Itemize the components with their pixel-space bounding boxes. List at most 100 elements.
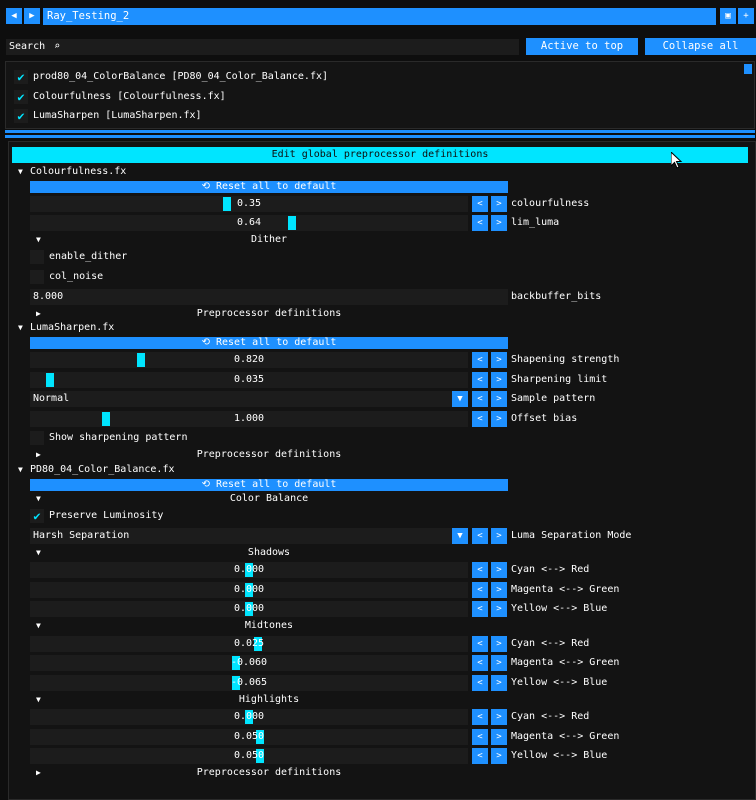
slider-grab[interactable] (245, 710, 253, 724)
slider-midtones-yellow-blue[interactable]: -0.065 (30, 675, 468, 691)
preprocessor-definitions[interactable]: Preprocessor definitions (196, 449, 342, 460)
increment-button[interactable]: > (491, 582, 507, 598)
checkbox-preserve-luminosity[interactable]: ✔ (30, 509, 44, 523)
slider-sharpening-strength[interactable]: 0.820 (30, 352, 468, 368)
save-preset-button[interactable]: ▣ (720, 8, 736, 24)
slider-grab[interactable] (223, 197, 231, 211)
slider-midtones-magenta-green[interactable]: -0.060 (30, 655, 468, 671)
decrement-button[interactable]: < (472, 675, 488, 691)
decrement-button[interactable]: < (472, 196, 488, 212)
expand-arrow-icon[interactable]: ▶ (36, 768, 41, 777)
slider-grab[interactable] (232, 656, 240, 670)
slider-grab[interactable] (256, 730, 264, 744)
expand-arrow-icon[interactable]: ▶ (36, 309, 41, 318)
slider-highlights-cyan-red[interactable]: 0.000 (30, 709, 468, 725)
effect-item[interactable]: ✔ LumaSharpen [LumaSharpen.fx] (14, 107, 202, 124)
decrement-button[interactable]: < (472, 748, 488, 764)
increment-button[interactable]: > (491, 748, 507, 764)
slider-sharpening-limit[interactable]: 0.035 (30, 372, 468, 388)
decrement-button[interactable]: < (472, 352, 488, 368)
increment-button[interactable]: > (491, 729, 507, 745)
decrement-button[interactable]: < (472, 709, 488, 725)
increment-button[interactable]: > (491, 655, 507, 671)
check-icon[interactable]: ✔ (14, 69, 28, 84)
check-icon[interactable]: ✔ (14, 108, 28, 123)
increment-button[interactable]: > (491, 709, 507, 725)
increment-button[interactable]: > (491, 196, 507, 212)
increment-button[interactable]: > (491, 675, 507, 691)
collapse-arrow-icon[interactable]: ▼ (36, 494, 41, 503)
slider-grab[interactable] (137, 353, 145, 367)
group-highlights[interactable]: Highlights (238, 694, 300, 705)
preprocessor-definitions[interactable]: Preprocessor definitions (196, 767, 342, 778)
decrement-button[interactable]: < (472, 528, 488, 544)
slider-grab[interactable] (256, 749, 264, 763)
check-icon[interactable]: ✔ (14, 89, 28, 104)
decrement-button[interactable]: < (472, 215, 488, 231)
section-header-colourfulness[interactable]: ▼ Colourfulness.fx (18, 164, 126, 180)
decrement-button[interactable]: < (472, 562, 488, 578)
collapse-arrow-icon[interactable]: ▼ (36, 235, 41, 244)
search-input[interactable]: Search ⌕ (6, 39, 519, 55)
checkbox-enable-dither[interactable] (30, 250, 44, 264)
prev-preset-button[interactable]: ◀ (6, 8, 22, 24)
decrement-button[interactable]: < (472, 636, 488, 652)
section-header-lumasharpen[interactable]: ▼ LumaSharpen.fx (18, 320, 114, 336)
group-color-balance[interactable]: Color Balance (229, 493, 309, 504)
luma-separation-dropdown[interactable]: Harsh Separation ▼ (30, 528, 468, 544)
slider-lim-luma[interactable]: 0.64 (30, 215, 468, 231)
increment-button[interactable]: > (491, 562, 507, 578)
global-preprocessor-button[interactable]: Edit global preprocessor definitions (12, 147, 748, 163)
effects-scrollbar[interactable] (744, 64, 752, 126)
slider-offset-bias[interactable]: 1.000 (30, 411, 468, 427)
dropdown-arrow-icon[interactable]: ▼ (452, 528, 468, 544)
slider-grab[interactable] (232, 676, 240, 690)
preprocessor-definitions[interactable]: Preprocessor definitions (196, 308, 342, 319)
slider-grab[interactable] (46, 373, 54, 387)
add-preset-button[interactable]: + (738, 8, 754, 24)
increment-button[interactable]: > (491, 528, 507, 544)
slider-colourfulness[interactable]: 0.35 (30, 196, 468, 212)
increment-button[interactable]: > (491, 601, 507, 617)
collapse-all-button[interactable]: Collapse all (645, 38, 756, 55)
increment-button[interactable]: > (491, 372, 507, 388)
slider-grab[interactable] (102, 412, 110, 426)
expand-arrow-icon[interactable]: ▶ (36, 450, 41, 459)
slider-midtones-cyan-red[interactable]: 0.025 (30, 636, 468, 652)
decrement-button[interactable]: < (472, 655, 488, 671)
decrement-button[interactable]: < (472, 372, 488, 388)
reset-button[interactable]: ⟲ Reset all to default (30, 479, 508, 491)
slider-shadows-magenta-green[interactable]: 0.000 (30, 582, 468, 598)
decrement-button[interactable]: < (472, 729, 488, 745)
group-dither[interactable]: Dither (250, 234, 288, 245)
slider-grab[interactable] (288, 216, 296, 230)
slider-grab[interactable] (245, 602, 253, 616)
reset-button[interactable]: ⟲ Reset all to default (30, 337, 508, 349)
sample-pattern-dropdown[interactable]: Normal ▼ (30, 391, 468, 407)
dropdown-arrow-icon[interactable]: ▼ (452, 391, 468, 407)
slider-grab[interactable] (245, 563, 253, 577)
section-header-color-balance[interactable]: ▼ PD80_04_Color_Balance.fx (18, 462, 175, 478)
decrement-button[interactable]: < (472, 601, 488, 617)
increment-button[interactable]: > (491, 636, 507, 652)
collapse-arrow-icon[interactable]: ▼ (36, 548, 41, 557)
checkbox-show-sharpening-pattern[interactable] (30, 431, 44, 445)
slider-grab[interactable] (254, 637, 262, 651)
slider-highlights-magenta-green[interactable]: 0.050 (30, 729, 468, 745)
group-midtones[interactable]: Midtones (244, 620, 294, 631)
slider-shadows-yellow-blue[interactable]: 0.000 (30, 601, 468, 617)
reset-button[interactable]: ⟲ Reset all to default (30, 181, 508, 193)
slider-highlights-yellow-blue[interactable]: 0.050 (30, 748, 468, 764)
slider-grab[interactable] (245, 583, 253, 597)
decrement-button[interactable]: < (472, 411, 488, 427)
decrement-button[interactable]: < (472, 391, 488, 407)
backbuffer-bits-field[interactable]: 8.000 (30, 289, 508, 305)
splitter-bar[interactable] (5, 135, 755, 138)
decrement-button[interactable]: < (472, 582, 488, 598)
collapse-arrow-icon[interactable]: ▼ (36, 695, 41, 704)
increment-button[interactable]: > (491, 391, 507, 407)
effect-item[interactable]: ✔ prod80_04_ColorBalance [PD80_04_Color_… (14, 68, 328, 85)
preset-name-field[interactable]: Ray_Testing_2 (43, 8, 716, 25)
increment-button[interactable]: > (491, 352, 507, 368)
checkbox-col-noise[interactable] (30, 270, 44, 284)
